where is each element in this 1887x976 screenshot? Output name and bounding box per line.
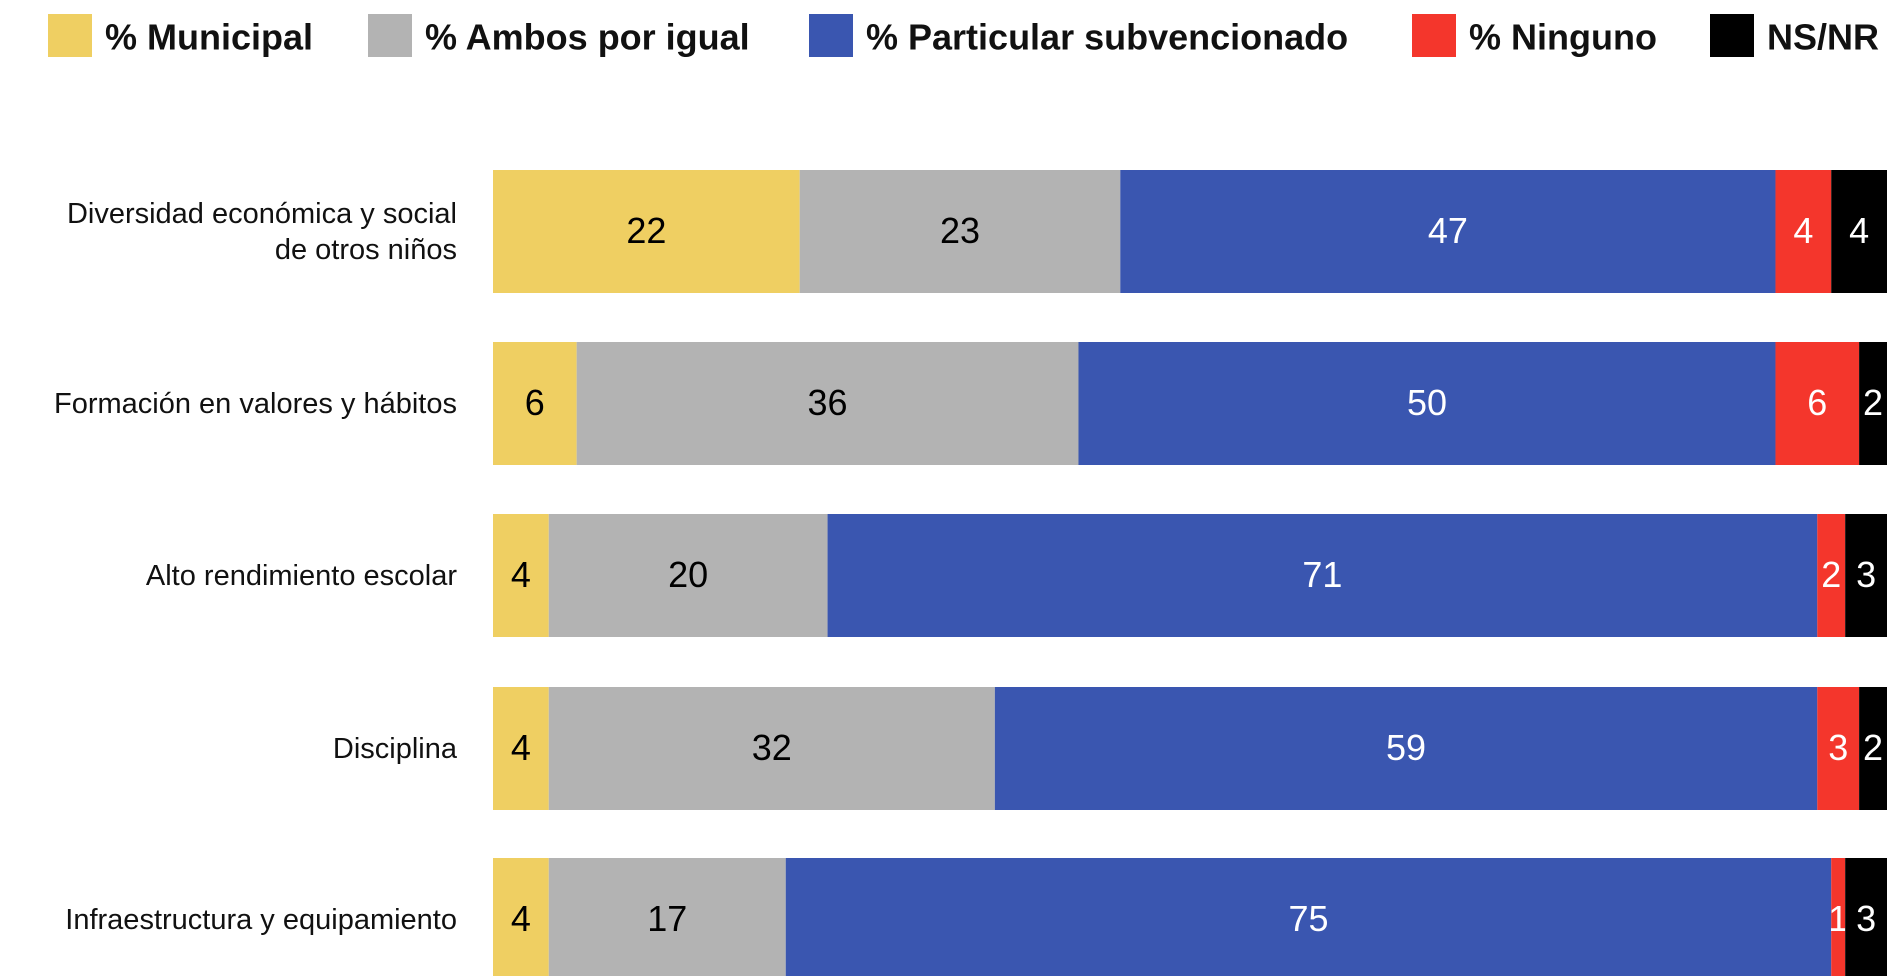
- value-label: 2: [1863, 382, 1883, 423]
- value-label: 22: [626, 210, 666, 251]
- value-label: 75: [1288, 898, 1328, 939]
- bar-segment: [548, 514, 828, 637]
- value-label: 2: [1863, 727, 1883, 768]
- bar-segment: [493, 342, 577, 465]
- value-label: 4: [511, 898, 531, 939]
- value-label: 50: [1407, 382, 1447, 423]
- value-label: 4: [1849, 210, 1869, 251]
- value-label: 4: [511, 727, 531, 768]
- bar-segment: [1831, 858, 1846, 976]
- legend-swatch: [1710, 14, 1754, 57]
- value-label: 3: [1856, 554, 1876, 595]
- legend-label: % Municipal: [105, 17, 313, 58]
- bar-segment: [1775, 170, 1832, 293]
- value-label: 4: [511, 554, 531, 595]
- bar-segment: [493, 170, 800, 293]
- bar-segment: [548, 858, 786, 976]
- value-label: 6: [1807, 382, 1827, 423]
- value-label: 20: [668, 554, 708, 595]
- bar-segment: [1859, 687, 1887, 810]
- category-label: Infraestructura y equipamiento: [65, 903, 457, 936]
- value-label: 36: [808, 382, 848, 423]
- category-label: Formación en valores y hábitos: [54, 387, 457, 420]
- bar-segment: [493, 858, 549, 976]
- legend-swatch: [1412, 14, 1456, 57]
- bar-segment: [1845, 858, 1887, 976]
- value-label: 47: [1428, 210, 1468, 251]
- value-label: 3: [1828, 727, 1848, 768]
- bar-segment: [493, 514, 549, 637]
- bar-segment: [994, 687, 1818, 810]
- bar-segment: [1775, 342, 1860, 465]
- bar-segment: [1831, 170, 1887, 293]
- value-label: 23: [940, 210, 980, 251]
- value-label: 59: [1386, 727, 1426, 768]
- legend-label: % Ambos por igual: [425, 17, 750, 58]
- value-label: 17: [647, 898, 687, 939]
- legend-swatch: [809, 14, 853, 57]
- bar-segment: [548, 687, 995, 810]
- bar-segment: [1120, 170, 1776, 293]
- category-label: Disciplina: [332, 732, 457, 765]
- bar-segment: [576, 342, 1079, 465]
- legend-swatch: [48, 14, 92, 57]
- legend-label: NS/NR: [1767, 17, 1879, 58]
- bar-segment: [827, 514, 1818, 637]
- value-label: 32: [752, 727, 792, 768]
- bar-segment: [1845, 514, 1887, 637]
- bar-segment: [493, 687, 549, 810]
- bar-segment: [1859, 342, 1887, 465]
- bar-segment: [785, 858, 1832, 976]
- bar-segment: [1078, 342, 1776, 465]
- legend-label: % Particular subvencionado: [866, 17, 1348, 58]
- value-label: 4: [1793, 210, 1813, 251]
- legend-swatch: [368, 14, 412, 57]
- value-label: 71: [1302, 554, 1342, 595]
- bar-segment: [1817, 514, 1846, 637]
- bar-segment: [799, 170, 1121, 293]
- category-label: Alto rendimiento escolar: [145, 559, 457, 592]
- legend-label: % Ninguno: [1469, 17, 1657, 58]
- bar-segment: [1817, 687, 1860, 810]
- value-label: 6: [525, 382, 545, 423]
- value-label: 1: [1828, 898, 1848, 939]
- value-label: 2: [1821, 554, 1841, 595]
- category-label: Diversidad económica y social de otros n…: [66, 197, 457, 266]
- value-label: 3: [1856, 898, 1876, 939]
